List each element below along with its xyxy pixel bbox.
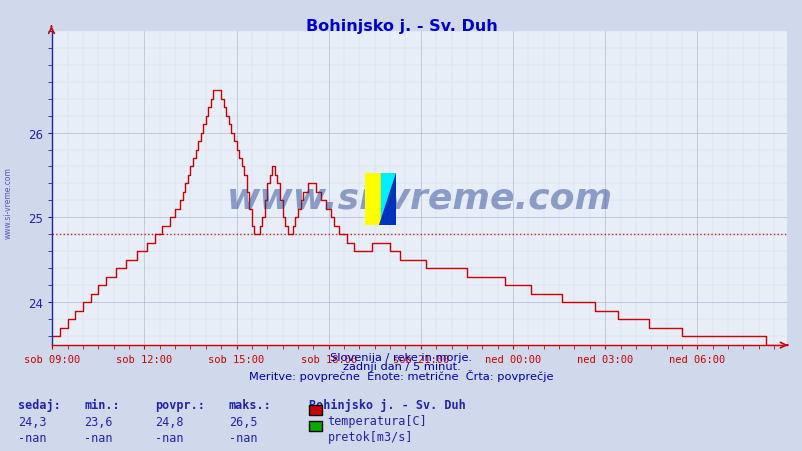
Text: Bohinjsko j. - Sv. Duh: Bohinjsko j. - Sv. Duh (309, 398, 465, 411)
Text: www.si-vreme.com: www.si-vreme.com (226, 181, 612, 215)
Text: -nan: -nan (155, 431, 183, 444)
Text: temperatura[C]: temperatura[C] (327, 414, 427, 427)
Text: pretok[m3/s]: pretok[m3/s] (327, 430, 412, 443)
Text: -nan: -nan (84, 431, 112, 444)
Text: 23,6: 23,6 (84, 415, 112, 428)
Text: -nan: -nan (229, 431, 257, 444)
Text: 26,5: 26,5 (229, 415, 257, 428)
Text: maks.:: maks.: (229, 398, 271, 411)
Text: Bohinjsko j. - Sv. Duh: Bohinjsko j. - Sv. Duh (306, 19, 496, 34)
Text: 24,8: 24,8 (155, 415, 183, 428)
Text: Meritve: povprečne  Enote: metrične  Črta: povprečje: Meritve: povprečne Enote: metrične Črta:… (249, 369, 553, 381)
Text: povpr.:: povpr.: (155, 398, 205, 411)
Text: Slovenija / reke in morje.: Slovenija / reke in morje. (330, 353, 472, 363)
Polygon shape (365, 174, 380, 226)
Text: 24,3: 24,3 (18, 415, 46, 428)
Text: -nan: -nan (18, 431, 46, 444)
Text: www.si-vreme.com: www.si-vreme.com (3, 167, 13, 239)
Text: min.:: min.: (84, 398, 119, 411)
Polygon shape (380, 174, 395, 226)
Polygon shape (379, 174, 395, 226)
Text: zadnji dan / 5 minut.: zadnji dan / 5 minut. (342, 361, 460, 371)
Text: sedaj:: sedaj: (18, 398, 60, 411)
